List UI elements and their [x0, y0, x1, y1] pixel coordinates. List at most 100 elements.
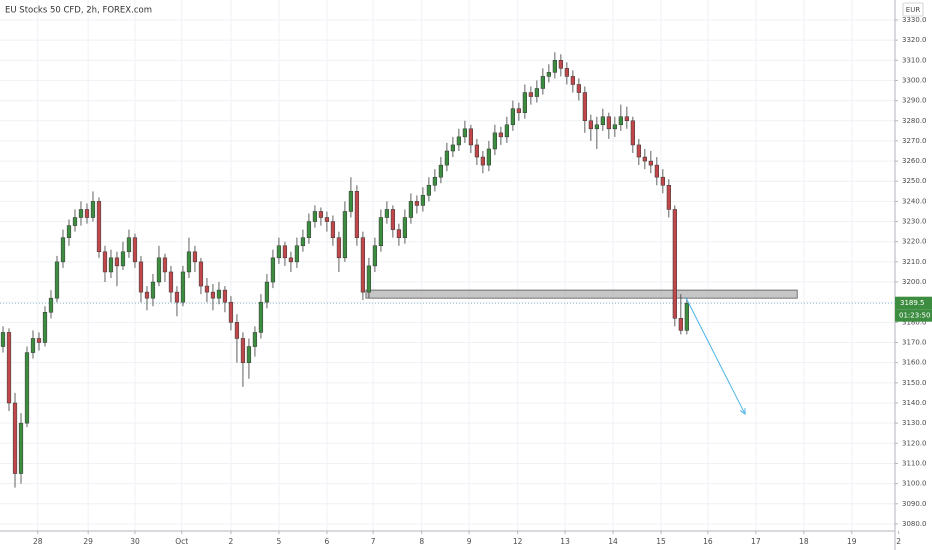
candle-body	[60, 237, 66, 263]
candle-body	[558, 60, 563, 69]
y-tick-label: 3270.0	[902, 137, 927, 145]
x-tick-label: 28	[33, 537, 43, 546]
y-tick-label: 3310.0	[902, 56, 927, 64]
currency-box	[902, 2, 924, 17]
candle-body	[96, 201, 102, 253]
candle-body	[66, 225, 72, 238]
x-tick-label: 29	[83, 537, 93, 546]
candle-body	[366, 265, 372, 293]
candle-body	[510, 108, 515, 126]
y-tick-label: 3260.0	[902, 157, 927, 165]
candle-body	[672, 209, 677, 319]
candle-body	[18, 422, 24, 474]
candle-body	[660, 176, 665, 186]
candle-body	[234, 322, 240, 339]
candle-body	[156, 257, 162, 283]
x-tick-label: 16	[703, 537, 713, 546]
x-tick-label: 12	[513, 537, 523, 546]
x-tick-label: 30	[130, 537, 140, 546]
x-tick-label: 9	[467, 537, 472, 546]
candle-body	[12, 402, 18, 474]
candle-body	[474, 144, 480, 158]
candle-body	[378, 217, 384, 246]
countdown: 01:23:50	[899, 312, 930, 320]
candle-body	[522, 92, 527, 113]
candle-body	[246, 346, 252, 363]
y-tick-label: 3090.0	[902, 500, 927, 508]
y-tick-label: 3230.0	[902, 218, 927, 226]
candle-body	[168, 271, 174, 293]
y-tick-label: 3250.0	[902, 177, 927, 185]
y-tick-label: 3330.0	[902, 16, 927, 24]
candle-body	[354, 191, 360, 238]
countdown-box	[895, 309, 932, 322]
candle-body	[684, 302, 689, 331]
x-tick-label: 5	[277, 537, 282, 546]
x-tick-label: 19	[847, 537, 857, 546]
candle-body	[504, 124, 509, 138]
x-tick-label: 13	[560, 537, 570, 546]
candle-body	[282, 245, 288, 259]
candle-body	[570, 76, 575, 85]
candle-body	[432, 176, 438, 186]
candle-body	[624, 116, 629, 122]
candle-body	[126, 237, 132, 253]
candle-body	[312, 211, 318, 222]
candle-body	[642, 156, 647, 162]
candle-body	[420, 195, 426, 206]
candle-body	[456, 136, 462, 146]
candle-body	[186, 251, 192, 273]
candle-body	[666, 185, 671, 210]
candle-body	[0, 332, 6, 347]
candle-body	[498, 132, 503, 138]
x-tick-label: 8	[419, 537, 424, 546]
candle-body	[24, 352, 30, 424]
candle-body	[678, 318, 683, 331]
candle-body	[30, 338, 36, 353]
currency: EUR	[906, 6, 921, 14]
candle-body	[72, 217, 78, 226]
arrow-head	[739, 408, 746, 416]
candle-body	[84, 209, 90, 218]
candle-body	[528, 92, 533, 97]
candle-body	[390, 209, 396, 230]
last-price-label: 3189.5	[900, 299, 925, 307]
candle-body	[270, 257, 276, 283]
candle-body	[36, 338, 42, 343]
candle-body	[534, 88, 539, 97]
y-tick-label: 3180.0	[902, 318, 927, 326]
candle-body	[192, 251, 198, 263]
candle-body	[144, 291, 150, 299]
candle-body	[426, 185, 432, 196]
chart-title: EU Stocks 50 CFD, 2h, FOREX.com	[5, 6, 152, 16]
x-tick-label: 18	[799, 537, 809, 546]
candle-body	[408, 201, 414, 218]
candle-body	[216, 289, 222, 299]
candle-body	[318, 211, 324, 218]
y-tick-label: 3120.0	[902, 439, 927, 447]
y-tick-label: 3130.0	[902, 419, 927, 427]
candle-body	[630, 120, 635, 146]
candle-body	[330, 221, 336, 238]
candle-body	[564, 68, 569, 77]
candle-body	[336, 237, 342, 259]
candle-body	[402, 217, 408, 238]
y-tick-label: 3170.0	[902, 339, 927, 347]
y-tick-label: 3140.0	[902, 399, 927, 407]
y-tick-label: 3280.0	[902, 117, 927, 125]
x-tick-label: 14	[608, 537, 618, 546]
y-tick-label: 3240.0	[902, 197, 927, 205]
candle-body	[294, 245, 300, 263]
candle-body	[360, 237, 366, 293]
candle-body	[450, 144, 456, 152]
y-tick-label: 3210.0	[902, 258, 927, 266]
candle-body	[42, 312, 48, 343]
candle-body	[138, 261, 144, 293]
candle-body	[324, 217, 330, 222]
candle-body	[204, 285, 210, 293]
y-tick-label: 3100.0	[902, 480, 927, 488]
x-tick-label: 2	[229, 537, 234, 546]
candle-body	[210, 291, 216, 299]
candle-body	[468, 128, 474, 146]
